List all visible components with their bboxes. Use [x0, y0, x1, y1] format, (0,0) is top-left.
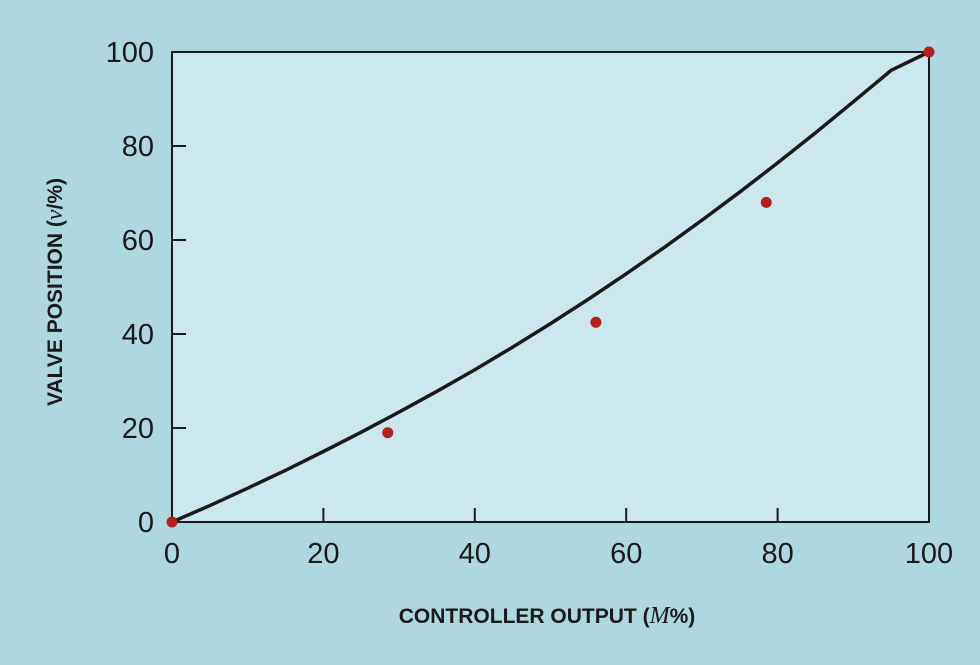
y-tick-label: 40: [122, 319, 154, 351]
data-point: [760, 196, 772, 208]
y-tick-label: 60: [122, 225, 154, 257]
x-tick-label: 60: [610, 538, 642, 570]
x-tick-label: 0: [164, 538, 180, 570]
y-tick-label: 80: [122, 131, 154, 163]
data-points: [166, 46, 935, 528]
plot-area: [171, 51, 930, 523]
data-point: [590, 316, 602, 328]
y-tick-label: 0: [138, 507, 154, 539]
y-axis: 0 20 40 60 80 100: [106, 37, 186, 539]
data-point: [382, 427, 394, 439]
data-point: [923, 46, 935, 58]
x-tick-label: 40: [459, 538, 491, 570]
series-line-valve-position: [170, 50, 931, 524]
x-tick-label: 100: [905, 538, 953, 570]
y-tick-label: 100: [106, 37, 154, 69]
x-axis: 0 20 40 60 80 100: [164, 508, 953, 570]
y-axis-title: VALVE POSITION (v/%): [42, 178, 68, 406]
y-tick-label: 20: [122, 413, 154, 445]
x-tick-label: 80: [761, 538, 793, 570]
x-tick-label: 20: [307, 538, 339, 570]
x-axis-title: CONTROLLER OUTPUT (M%): [399, 603, 695, 629]
data-point: [166, 516, 178, 528]
